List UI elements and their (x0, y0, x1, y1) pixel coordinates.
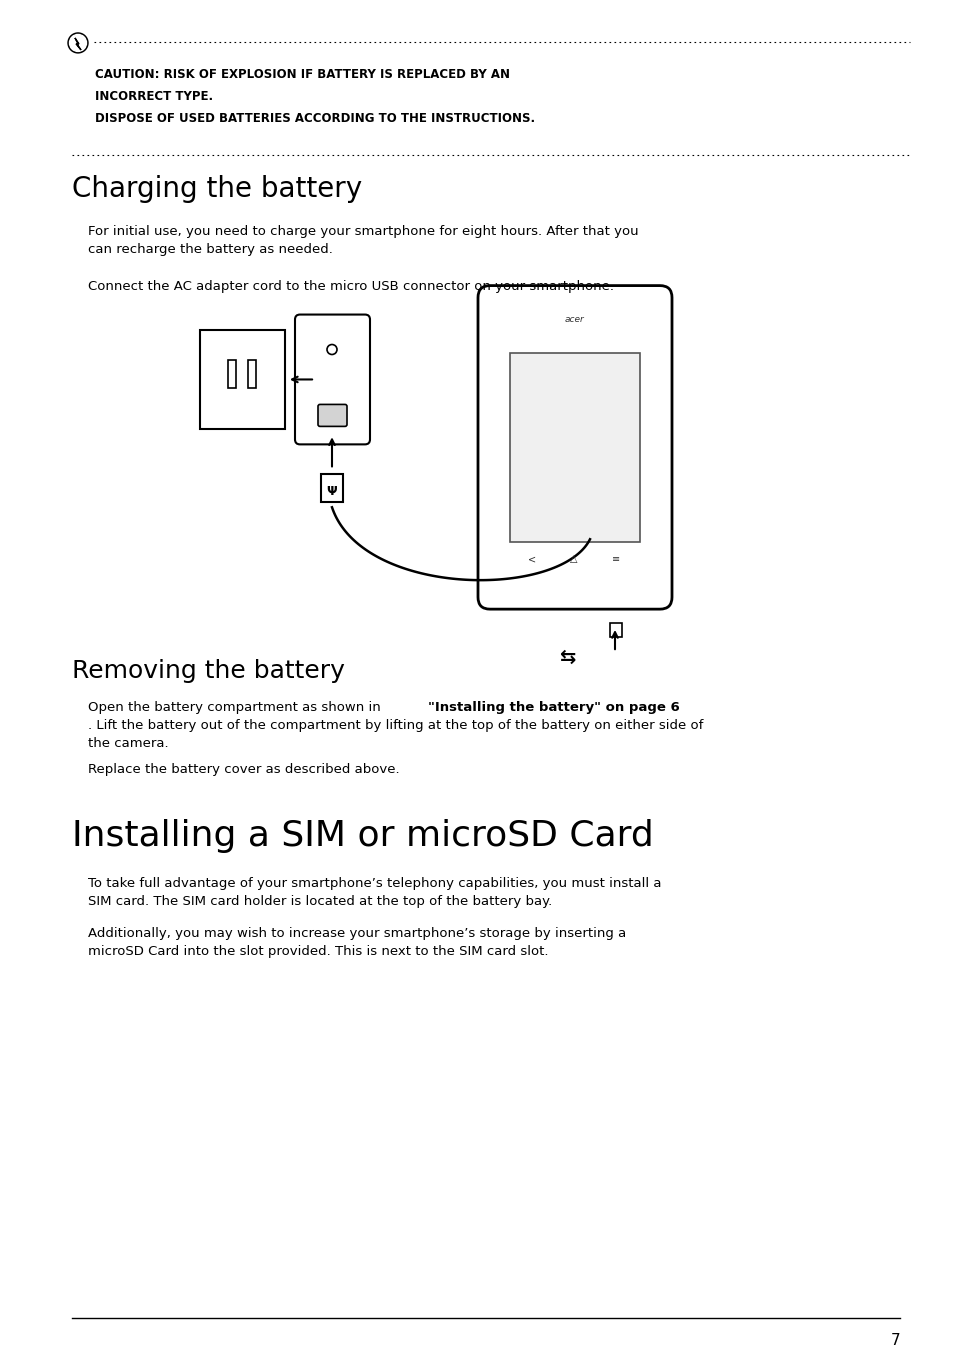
Polygon shape (75, 38, 81, 50)
Circle shape (70, 34, 87, 51)
Text: acer: acer (564, 315, 584, 324)
Text: To take full advantage of your smartphone’s telephony capabilities, you must ins: To take full advantage of your smartphon… (88, 876, 660, 907)
Text: Ψ: Ψ (326, 485, 337, 498)
Text: ≡: ≡ (611, 554, 619, 564)
Text: DISPOSE OF USED BATTERIES ACCORDING TO THE INSTRUCTIONS.: DISPOSE OF USED BATTERIES ACCORDING TO T… (95, 112, 535, 124)
FancyBboxPatch shape (609, 623, 621, 637)
FancyBboxPatch shape (248, 361, 255, 388)
Text: INCORRECT TYPE.: INCORRECT TYPE. (95, 89, 213, 103)
Text: △: △ (570, 554, 578, 564)
Text: the camera.: the camera. (88, 737, 169, 750)
Text: ⇆: ⇆ (558, 648, 575, 667)
FancyBboxPatch shape (317, 404, 347, 426)
FancyBboxPatch shape (294, 315, 370, 445)
Text: Charging the battery: Charging the battery (71, 174, 362, 203)
Text: <: < (527, 554, 536, 564)
Circle shape (68, 32, 88, 53)
FancyBboxPatch shape (228, 361, 235, 388)
FancyBboxPatch shape (320, 475, 343, 503)
Text: . Lift the battery out of the compartment by lifting at the top of the battery o: . Lift the battery out of the compartmen… (88, 719, 702, 731)
FancyBboxPatch shape (510, 353, 639, 542)
FancyBboxPatch shape (200, 330, 285, 430)
Text: "Installing the battery" on page 6: "Installing the battery" on page 6 (428, 700, 679, 714)
Text: Connect the AC adapter cord to the micro USB connector on your smartphone.: Connect the AC adapter cord to the micro… (88, 280, 614, 292)
Text: Removing the battery: Removing the battery (71, 658, 345, 683)
FancyBboxPatch shape (477, 285, 671, 610)
Text: Installing a SIM or microSD Card: Installing a SIM or microSD Card (71, 819, 653, 853)
Text: CAUTION: RISK OF EXPLOSION IF BATTERY IS REPLACED BY AN: CAUTION: RISK OF EXPLOSION IF BATTERY IS… (95, 68, 510, 81)
Text: Additionally, you may wish to increase your smartphone’s storage by inserting a
: Additionally, you may wish to increase y… (88, 926, 625, 957)
Text: For initial use, you need to charge your smartphone for eight hours. After that : For initial use, you need to charge your… (88, 224, 638, 256)
Text: Replace the battery cover as described above.: Replace the battery cover as described a… (88, 763, 399, 776)
Text: 7: 7 (889, 1333, 899, 1348)
Text: Open the battery compartment as shown in: Open the battery compartment as shown in (88, 700, 385, 714)
